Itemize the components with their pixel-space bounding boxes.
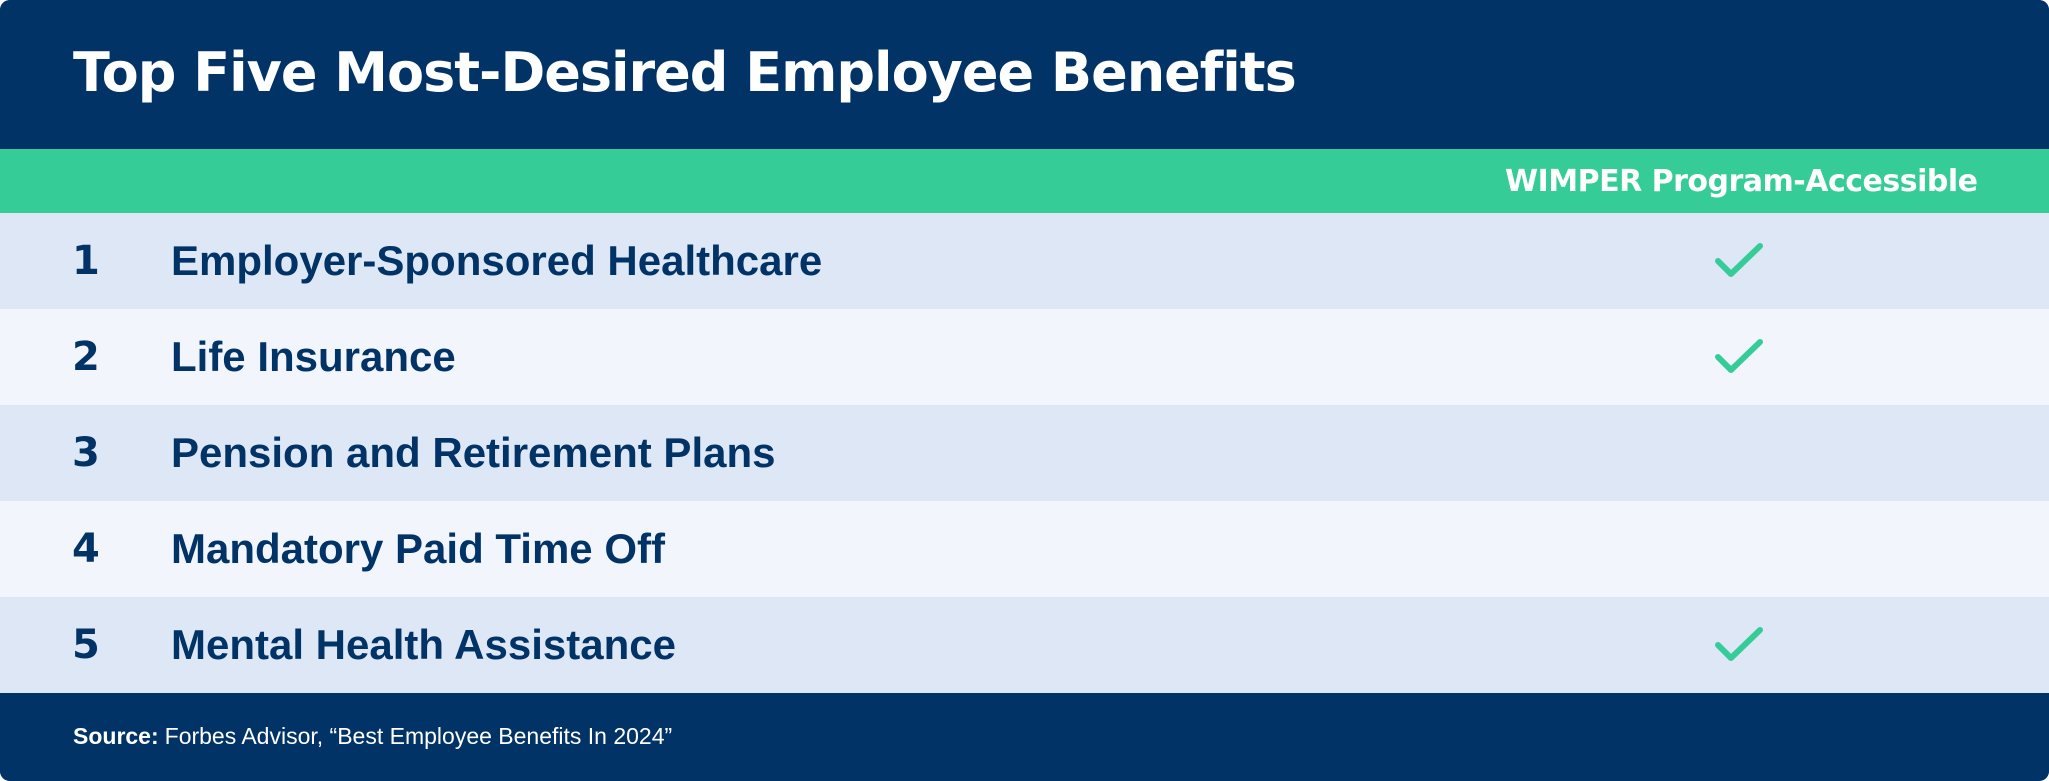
source-text: Forbes Advisor, “Best Employee Benefits …: [164, 723, 673, 749]
check-icon: [1715, 627, 1763, 661]
check-icon: [1715, 339, 1763, 373]
check-icon: [1715, 243, 1763, 277]
table-row: 4 Mandatory Paid Time Off: [0, 501, 2049, 597]
column-header-wimper: WIMPER Program-Accessible: [1505, 164, 1978, 199]
rank-number: 4: [72, 526, 100, 572]
rank-number: 3: [72, 430, 100, 476]
table-row: 2 Life Insurance: [0, 309, 2049, 405]
rank-number: 2: [72, 334, 100, 380]
benefits-table: 1 Employer-Sponsored Healthcare 2 Life I…: [0, 213, 2049, 693]
rank-number: 5: [72, 622, 100, 668]
footer-source: Source: Forbes Advisor, “Best Employee B…: [0, 693, 2049, 780]
benefit-name: Life Insurance: [171, 333, 456, 380]
benefit-name: Mental Health Assistance: [171, 621, 676, 668]
table-row: 1 Employer-Sponsored Healthcare: [0, 213, 2049, 309]
page-title: Top Five Most-Desired Employee Benefits: [73, 41, 1297, 104]
benefit-name: Mandatory Paid Time Off: [171, 525, 665, 572]
header: Top Five Most-Desired Employee Benefits: [0, 0, 2049, 149]
source-label: Source:: [73, 723, 159, 749]
benefit-name: Pension and Retirement Plans: [171, 429, 776, 476]
rank-number: 1: [72, 238, 100, 284]
table-row: 5 Mental Health Assistance: [0, 597, 2049, 693]
column-header-bar: WIMPER Program-Accessible: [0, 149, 2049, 213]
benefit-name: Employer-Sponsored Healthcare: [171, 237, 823, 284]
table-row: 3 Pension and Retirement Plans: [0, 405, 2049, 501]
